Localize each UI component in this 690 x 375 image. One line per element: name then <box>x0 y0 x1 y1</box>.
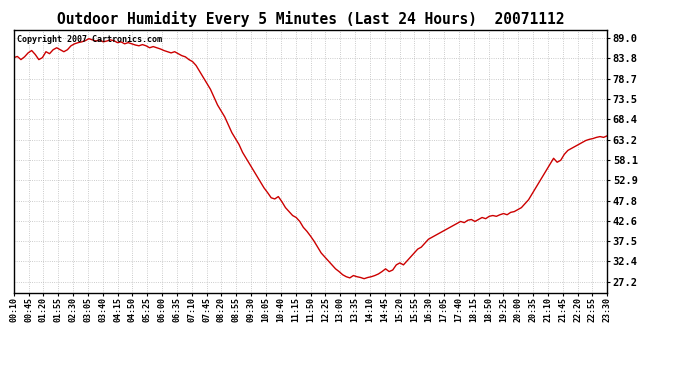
Title: Outdoor Humidity Every 5 Minutes (Last 24 Hours)  20071112: Outdoor Humidity Every 5 Minutes (Last 2… <box>57 12 564 27</box>
Text: Copyright 2007 Cartronics.com: Copyright 2007 Cartronics.com <box>17 35 161 44</box>
